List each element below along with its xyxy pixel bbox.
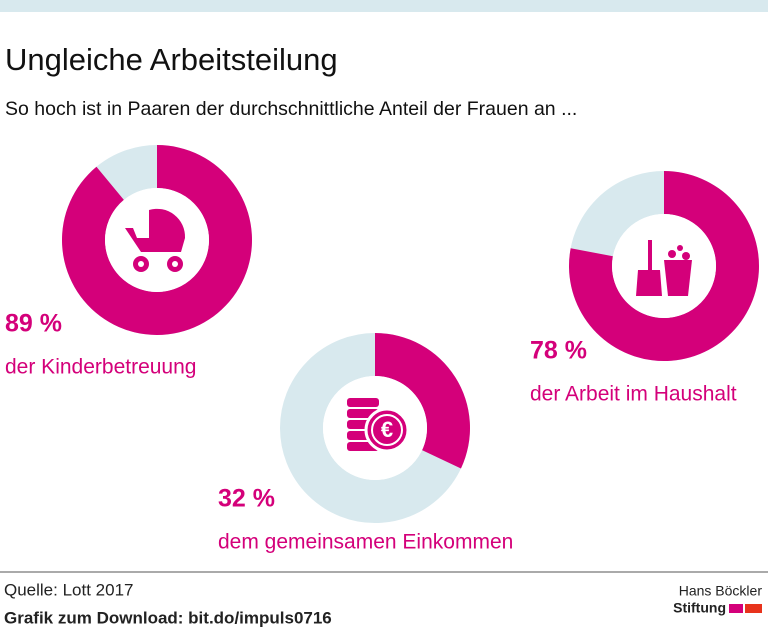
donut-hole <box>612 214 716 318</box>
logo-line2: Stiftung <box>673 600 726 616</box>
category-label: der Kinderbetreuung <box>5 356 196 379</box>
category-label: dem gemeinsamen Einkommen <box>218 531 513 554</box>
stroller-icon <box>125 208 186 272</box>
charts: 89 % der Kinderbetreuung 32 % dem gemeinsam… <box>5 145 759 554</box>
donut-segment <box>62 145 253 335</box>
donut-segment <box>375 333 470 469</box>
logo-mark <box>745 604 762 613</box>
value-label: 32 % <box>218 485 275 513</box>
download-note: Grafik zum Download: bit.do/impuls0716 <box>4 608 332 627</box>
title: Ungleiche Arbeitsteilung <box>5 42 338 77</box>
euro-sign: € <box>381 417 393 442</box>
coins-icon: € <box>347 398 410 453</box>
value-label: 89 % <box>5 310 62 338</box>
logo-line1: Hans Böckler <box>679 583 763 599</box>
value-label: 78 % <box>530 337 587 365</box>
logo-mark <box>729 604 743 613</box>
donut-segment <box>569 171 759 361</box>
top-band <box>0 0 768 12</box>
source: Quelle: Lott 2017 <box>4 580 133 599</box>
subtitle: So hoch ist in Paaren der durchschnittli… <box>5 98 577 120</box>
category-label: der Arbeit im Haushalt <box>530 383 737 406</box>
bucket-icon <box>636 240 692 296</box>
